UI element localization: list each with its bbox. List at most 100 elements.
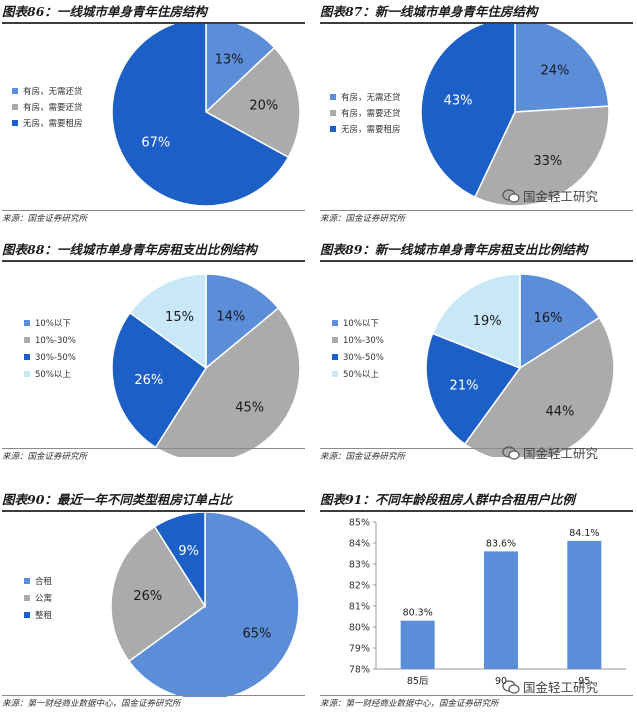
pie-slice [205, 24, 276, 114]
slice-label: 9% [178, 544, 199, 559]
pie-slice [111, 311, 208, 449]
chart-panel-89: 图表89：新一线城市单身青年房租支出比例结构 16% 44% 21% 19% 10%以下… [320, 240, 633, 465]
chart-source: 来源：国金证券研究所 [320, 210, 633, 226]
chart-panel-86: 图表86：一线城市单身青年住房结构 13% 20% 67% 有房，无需还贷 有房，需要还… [2, 2, 305, 228]
bar-value-label: 83.6% [486, 538, 516, 549]
slice-label: 15% [165, 310, 194, 325]
pie-slice [514, 24, 610, 113]
y-tick-label: 79% [349, 644, 370, 655]
slice-label: 26% [134, 373, 163, 388]
bar [400, 620, 435, 669]
legend-swatch [24, 371, 30, 377]
legend-swatch [330, 110, 336, 116]
bar-value-label: 80.3% [403, 608, 433, 619]
slice-label: 19% [473, 314, 502, 329]
slice-label: 43% [444, 93, 473, 108]
legend-label: 30%-50% [343, 353, 384, 363]
slice-label: 26% [133, 589, 162, 604]
legend-label: 30%-50% [35, 353, 76, 363]
chart-source: 来源：国金证券研究所 [2, 210, 305, 226]
bar-chart-91: 78% 79% 80% 81% 82% 83% 84% 85% 80.3% 85后 83.6% 90 8… [349, 518, 626, 687]
watermark-text: 国金轻工研究 [523, 189, 599, 204]
legend-label: 有房，需要还贷 [341, 108, 401, 119]
pie-slice [127, 512, 300, 697]
legend-swatch [332, 337, 338, 343]
wechat-icon [502, 189, 520, 203]
slice-label: 21% [450, 378, 479, 393]
slice-label: 14% [216, 309, 245, 324]
pie-slice [110, 525, 207, 663]
slice-label: 65% [242, 627, 271, 642]
pie-slice [128, 273, 207, 370]
legend-swatch [24, 578, 30, 584]
pie-chart-89: 16% 44% 21% 19% 10%以下 10%-30% 30%-50% 50%以上 [332, 273, 615, 457]
slice-label: 13% [215, 53, 244, 68]
y-tick-label: 83% [349, 560, 370, 571]
legend-swatch [12, 120, 18, 126]
legend-label: 10%-30% [343, 336, 384, 346]
legend-label: 合租 [35, 576, 53, 587]
chart-source: 来源：第一财经商业数据中心，国金证券研究所 [2, 695, 305, 711]
watermark-text: 国金轻工研究 [523, 446, 599, 461]
x-tick-label: 95 [578, 676, 590, 687]
watermark-text: 国金轻工研究 [523, 680, 599, 695]
chart-panel-90: 图表90：最近一年不同类型租房订单占比 65% 26% 9% 合租 公寓 整租 来源：第一… [2, 490, 305, 710]
slice-label: 33% [533, 154, 562, 169]
chart-title: 图表88：一线城市单身青年房租支出比例结构 [2, 240, 305, 262]
legend-label: 公寓 [35, 593, 52, 604]
legend-label: 10%以下 [35, 319, 71, 329]
watermark: 国金轻工研究 [502, 186, 598, 205]
chart-panel-87: 图表87：新一线城市单身青年住房结构 24% 33% 43% 有房，无需还贷 有房，需要… [320, 2, 633, 228]
slice-label: 24% [540, 64, 569, 79]
y-tick-label: 82% [349, 581, 370, 592]
legend-swatch [12, 88, 18, 94]
pie-slice [153, 512, 206, 609]
wechat-icon [502, 446, 520, 460]
chart-source: 来源：国金证券研究所 [320, 448, 633, 464]
chart-title: 图表90：最近一年不同类型租房订单占比 [2, 490, 305, 512]
y-tick-label: 80% [349, 623, 370, 634]
pie-slice [204, 46, 301, 159]
legend-label: 无房，需要租房 [23, 118, 83, 129]
slice-label: 16% [534, 311, 563, 326]
chart-title: 图表87：新一线城市单身青年住房结构 [320, 2, 633, 24]
y-tick-label: 84% [349, 539, 370, 550]
y-tick-label: 85% [349, 518, 370, 529]
pie-slice [154, 307, 301, 457]
slice-label: 20% [249, 99, 278, 114]
chart-source: 来源：第一财经商业数据中心，国金证券研究所 [320, 695, 633, 711]
pie-slice [519, 273, 601, 370]
legend-label: 有房，需要还贷 [23, 102, 83, 113]
pie-slice [463, 316, 615, 457]
legend-label: 50%以上 [35, 370, 71, 380]
watermark: 国金轻工研究 [502, 677, 598, 696]
pie-slice [425, 332, 522, 446]
legend-label: 10%-30% [35, 336, 76, 346]
legend-swatch [24, 612, 30, 618]
x-tick-label: 85后 [407, 676, 429, 687]
legend-swatch [24, 354, 30, 360]
legend-swatch [24, 337, 30, 343]
slice-label: 45% [235, 401, 264, 416]
legend-swatch [330, 94, 336, 100]
x-tick-label: 90 [495, 676, 507, 687]
legend-swatch [330, 126, 336, 132]
legend-label: 10%以下 [343, 319, 379, 329]
chart-source: 来源：国金证券研究所 [2, 448, 305, 464]
bar [484, 551, 518, 669]
legend-label: 有房，无需还贷 [341, 92, 401, 103]
pie-slice [431, 273, 521, 370]
legend-label: 50%以上 [343, 370, 379, 380]
legend-swatch [24, 320, 30, 326]
wechat-icon [502, 680, 520, 694]
pie-slice [111, 24, 290, 207]
bar [567, 540, 602, 669]
y-tick-label: 78% [349, 665, 370, 676]
watermark: 国金轻工研究 [502, 443, 598, 462]
chart-title: 图表89：新一线城市单身青年房租支出比例结构 [320, 240, 633, 262]
pie-chart-88: 14% 45% 26% 15% 10%以下 10%-30% 30%-50% 50%以上 [24, 273, 301, 457]
chart-panel-88: 图表88：一线城市单身青年房租支出比例结构 14% 45% 26% 15% 10%以下 1… [2, 240, 305, 465]
